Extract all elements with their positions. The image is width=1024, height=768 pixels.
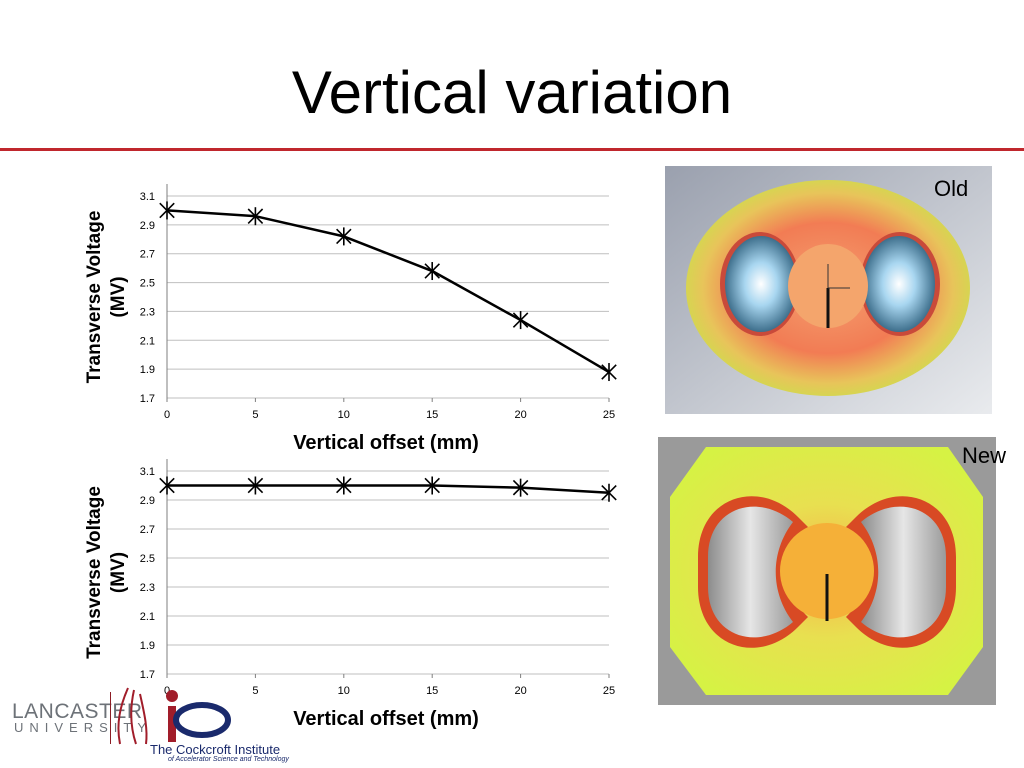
y-tick-label: 2.1: [140, 611, 155, 623]
y-tick-label: 3.1: [140, 191, 155, 203]
chart-new: 1.7 1.9 2.1 2.3 2.5 2.7 2.9 3.1 0 5 10 15 20 25 Vertic…: [84, 459, 617, 730]
cockcroft-logo-icon: [110, 687, 231, 745]
y-tick-label: 3.1: [140, 466, 155, 478]
y-tick-label: 1.9: [140, 364, 155, 376]
x-tick-label: 25: [603, 409, 615, 421]
y-tick-label: 1.9: [140, 640, 155, 652]
y-tick-label: 2.9: [140, 495, 155, 507]
x-tick-label: 10: [338, 409, 350, 421]
x-tick-label: 0: [164, 685, 170, 697]
x-tick-label: 25: [603, 685, 615, 697]
x-tick-label: 20: [514, 409, 526, 421]
y-tick-label: 1.7: [140, 669, 155, 681]
data-point: [601, 483, 617, 502]
x-tick-label: 15: [426, 685, 438, 697]
series-line: [166, 209, 610, 374]
y-axis-label-line2: (MV): [108, 552, 129, 593]
y-tick-label: 2.7: [140, 249, 155, 261]
y-tick-label: 2.1: [140, 335, 155, 347]
x-axis-label: Vertical offset (mm): [293, 432, 479, 454]
data-point: [601, 363, 617, 382]
data-point: [336, 227, 352, 246]
y-tick-label: 2.7: [140, 524, 155, 536]
data-point: [512, 478, 529, 497]
data-point: [247, 476, 264, 495]
data-point: [159, 201, 175, 220]
y-axis-label-line2: (MV): [108, 276, 129, 317]
new-label: New: [962, 443, 1007, 468]
new-field-map-image: [658, 437, 996, 705]
cockcroft-logo-name: The Cockcroft Institute: [150, 742, 281, 757]
data-point: [336, 476, 352, 495]
old-label: Old: [934, 176, 969, 201]
y-tick-label: 2.3: [140, 306, 155, 318]
y-tick-label: 1.7: [140, 393, 155, 405]
y-axis-label-line1: Transverse Voltage: [84, 211, 105, 384]
y-tick-label: 2.5: [140, 278, 155, 290]
data-point: [424, 262, 440, 281]
y-axis-label-line1: Transverse Voltage: [84, 486, 105, 659]
chart-old: 1.7 1.9 2.1 2.3 2.5 2.7 2.9 3.1 0 5 10 15 20 25 Vertic…: [84, 184, 617, 454]
y-tick-label: 2.9: [140, 220, 155, 232]
data-point: [159, 476, 175, 495]
x-tick-label: 20: [514, 685, 526, 697]
old-field-map-image: [665, 166, 992, 414]
y-tick-label: 2.5: [140, 553, 155, 565]
slide-title: Vertical variation: [291, 59, 733, 126]
series-line: [167, 484, 610, 494]
x-tick-label: 5: [252, 409, 258, 421]
data-point: [424, 476, 440, 495]
title-divider: [0, 148, 1024, 151]
x-tick-label: 5: [252, 685, 258, 697]
data-point: [247, 207, 264, 226]
x-tick-label: 10: [338, 685, 350, 697]
cockcroft-logo-subtitle: of Accelerator Science and Technology: [168, 756, 289, 763]
x-tick-label: 0: [164, 409, 170, 421]
x-axis-label: Vertical offset (mm): [293, 708, 479, 730]
y-tick-label: 2.3: [140, 582, 155, 594]
data-point: [512, 311, 529, 330]
x-tick-label: 15: [426, 409, 438, 421]
lancaster-logo-subtitle: UNIVERSITY: [14, 720, 153, 735]
